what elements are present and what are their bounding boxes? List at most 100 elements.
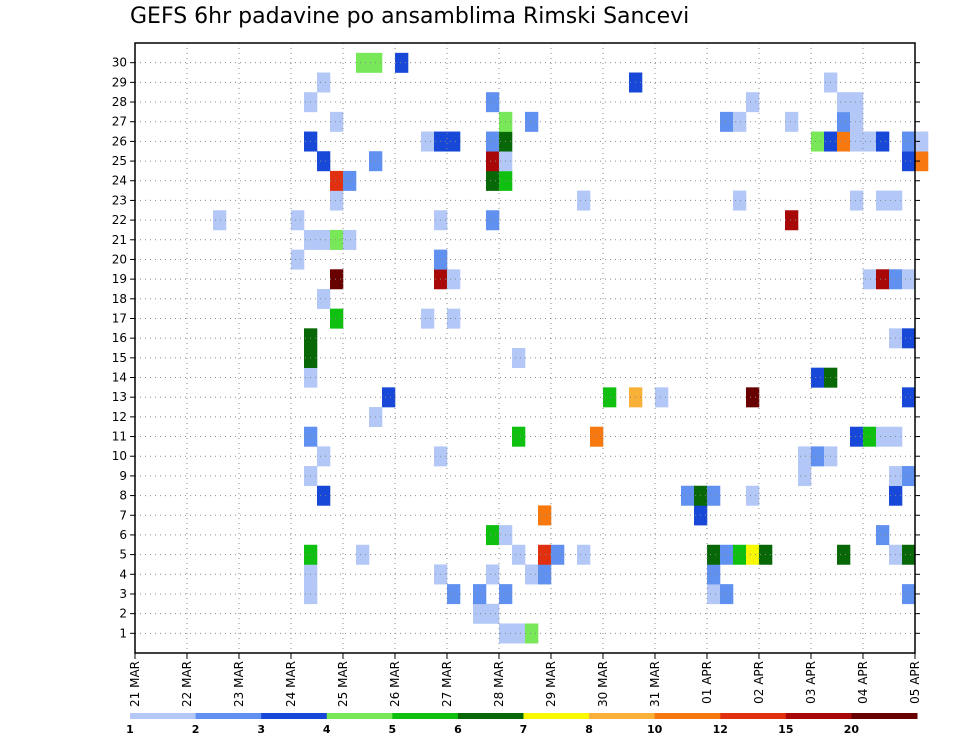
- y-tick-label: 4: [119, 567, 127, 581]
- x-tick-label: 05 APR: [908, 661, 922, 704]
- x-tick-label: 02 APR: [752, 661, 766, 704]
- precip-cell: [850, 190, 864, 211]
- y-tick-label: 27: [112, 115, 127, 129]
- precip-cell: [902, 269, 916, 290]
- y-tick-label: 9: [119, 469, 127, 483]
- precip-cell: [785, 210, 799, 231]
- precip-cell: [512, 623, 526, 644]
- colorbar-label: 10: [647, 723, 663, 736]
- precip-cell: [746, 92, 760, 113]
- precip-cell: [317, 485, 331, 506]
- precip-cell: [317, 72, 331, 93]
- precip-cell: [486, 92, 500, 113]
- y-tick-label: 22: [112, 213, 127, 227]
- y-tick-label: 7: [119, 508, 127, 522]
- x-tick-label: 31 MAR: [648, 661, 662, 707]
- precip-cell: [720, 584, 734, 605]
- precip-cell: [733, 190, 747, 211]
- precip-cell: [863, 426, 877, 447]
- y-tick-label: 17: [112, 311, 127, 325]
- precip-cell: [486, 564, 500, 585]
- x-tick-label: 03 APR: [804, 661, 818, 704]
- colorbar-swatch: [720, 713, 787, 719]
- precip-cell: [538, 564, 552, 585]
- y-tick-label: 24: [112, 174, 127, 188]
- precip-cell: [798, 446, 812, 467]
- precip-cell: [902, 328, 916, 349]
- y-tick-label: 19: [112, 272, 127, 286]
- precip-cell: [733, 111, 747, 132]
- precip-cell: [486, 525, 500, 546]
- precip-cell: [577, 190, 591, 211]
- precip-cell: [811, 446, 825, 467]
- y-tick-label: 16: [112, 331, 127, 345]
- precip-cell: [707, 485, 721, 506]
- colorbar-label: 8: [585, 723, 593, 736]
- precip-cell: [330, 170, 344, 191]
- colorbar-swatch: [326, 713, 393, 719]
- y-tick-label: 5: [119, 548, 127, 562]
- precip-cell: [538, 505, 552, 526]
- grid-layer: [135, 43, 915, 653]
- precip-cell: [421, 131, 435, 152]
- y-tick-label: 28: [112, 95, 127, 109]
- precip-cell: [785, 111, 799, 132]
- colorbar-swatch: [457, 713, 524, 719]
- precip-cell: [317, 446, 331, 467]
- colorbar-swatch: [523, 713, 590, 719]
- colorbar: 1 2 3 4 5 6 7 8 10 12 15 20: [126, 713, 918, 736]
- colorbar-swatch: [785, 713, 852, 719]
- precip-cell: [850, 426, 864, 447]
- x-tick-label: 04 APR: [856, 661, 870, 704]
- y-tick-label: 18: [112, 292, 127, 306]
- y-tick-label: 6: [119, 528, 127, 542]
- precip-cell: [551, 544, 565, 565]
- precip-cell: [707, 544, 721, 565]
- precip-cell: [837, 131, 851, 152]
- colorbar-swatch: [851, 713, 918, 719]
- precip-cell: [746, 387, 760, 408]
- precip-cell: [538, 544, 552, 565]
- colorbar-swatch: [195, 713, 262, 719]
- colorbar-label: 7: [520, 723, 528, 736]
- x-tick-label: 01 APR: [700, 661, 714, 704]
- precip-cell: [356, 52, 370, 73]
- precip-cell: [681, 485, 695, 506]
- precip-cell: [876, 131, 890, 152]
- x-tick-label: 25 MAR: [336, 661, 350, 707]
- y-tick-label: 20: [112, 252, 127, 266]
- colorbar-label: 4: [323, 723, 331, 736]
- precip-cell: [720, 111, 734, 132]
- precip-cell: [447, 308, 461, 329]
- y-tick-label: 14: [112, 371, 127, 385]
- precip-cell: [850, 131, 864, 152]
- precip-cell: [447, 269, 461, 290]
- precip-cell: [213, 210, 227, 231]
- precip-cell: [525, 623, 539, 644]
- precip-cell: [291, 210, 305, 231]
- colorbar-label: 2: [192, 723, 200, 736]
- precip-cell: [876, 190, 890, 211]
- precip-cell: [902, 151, 916, 172]
- precip-cell: [356, 544, 370, 565]
- precip-cell: [395, 52, 409, 73]
- y-tick-label: 23: [112, 193, 127, 207]
- precip-cell: [525, 111, 539, 132]
- precip-cell: [603, 387, 617, 408]
- precip-cell: [421, 308, 435, 329]
- colorbar-swatch: [589, 713, 656, 719]
- precip-cell: [811, 131, 825, 152]
- precip-cell: [525, 564, 539, 585]
- y-tick-label: 8: [119, 489, 127, 503]
- precip-cell: [577, 544, 591, 565]
- precip-cell: [512, 544, 526, 565]
- precip-cell: [512, 426, 526, 447]
- precip-cell: [473, 603, 487, 624]
- y-tick-label: 15: [112, 351, 127, 365]
- precip-cell: [330, 111, 344, 132]
- colorbar-label: 1: [126, 723, 134, 736]
- colorbar-label: 12: [713, 723, 728, 736]
- precip-cell: [915, 131, 929, 152]
- precip-cell: [798, 466, 812, 487]
- precip-cell: [512, 348, 526, 368]
